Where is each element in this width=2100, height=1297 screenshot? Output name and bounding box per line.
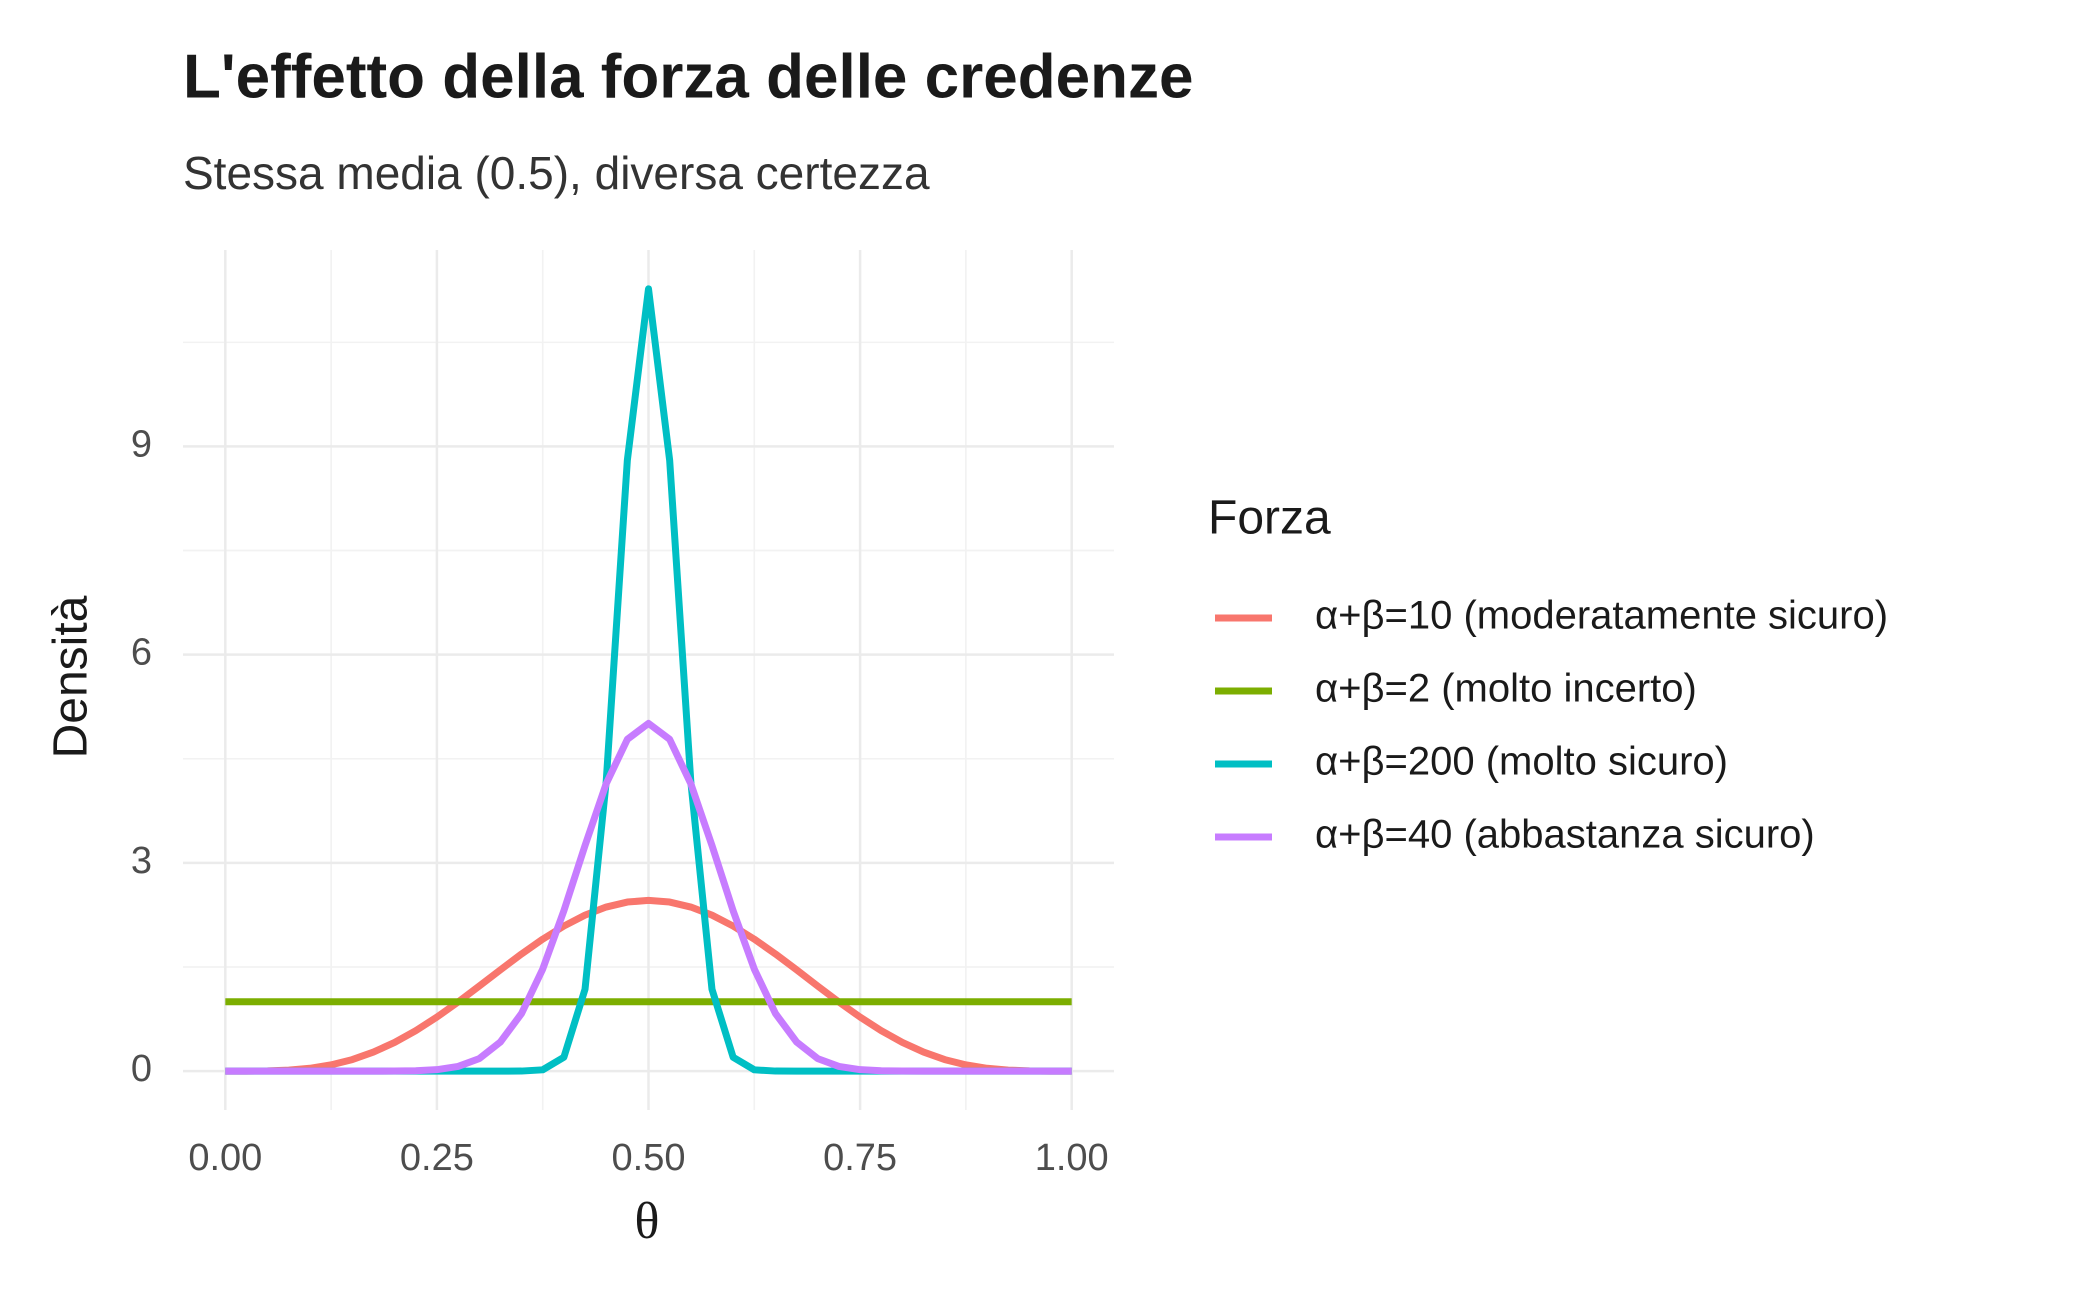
legend-title: Forza [1208,492,1331,545]
x-axis-title: θ [635,1193,660,1250]
legend-label: α+β=10 (moderatamente sicuro) [1315,594,1888,638]
y-tick-label: 9 [131,423,152,465]
y-tick-label: 6 [131,632,152,674]
data-line [225,896,1072,1075]
chart-title: L'effetto della forza delle credenze [183,42,1193,111]
x-tick-label: 0.75 [823,1137,897,1179]
x-tick-label: 0.50 [612,1137,686,1179]
legend-label: α+β=200 (molto sicuro) [1315,740,1728,784]
x-tick-label: 0.25 [400,1137,474,1179]
y-tick-label: 3 [131,840,152,882]
y-axis-title: Densità [45,595,98,758]
chart-subtitle: Stessa media (0.5), diversa certezza [183,147,930,199]
y-tick-label: 0 [131,1048,152,1090]
legend-label: α+β=2 (molto incerto) [1315,667,1697,711]
grid [183,250,1114,1110]
legend-label: α+β=40 (abbastanza sicuro) [1315,813,1815,857]
x-tick-label: 0.00 [188,1137,262,1179]
data-line [225,719,1072,1075]
x-tick-label: 1.00 [1035,1137,1109,1179]
